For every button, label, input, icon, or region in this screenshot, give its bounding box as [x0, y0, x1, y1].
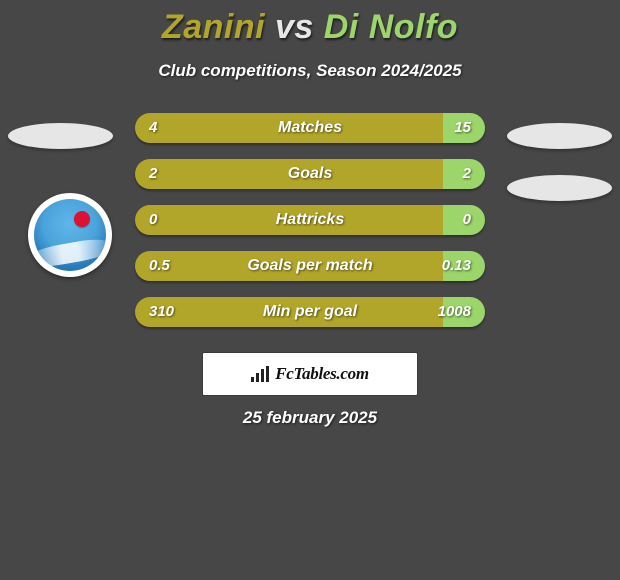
stat-value-left: 2: [149, 159, 157, 189]
player-right-oval-2: [507, 175, 612, 201]
stat-label: Matches: [135, 113, 485, 143]
stat-label: Min per goal: [135, 297, 485, 327]
stat-row: Goals per match0.5 0.13: [135, 251, 485, 281]
stat-value-right: 1008: [438, 297, 471, 327]
stat-row: Matches4 15: [135, 113, 485, 143]
attribution-badge: FcTables.com: [202, 352, 418, 396]
stat-row: Goals2 2: [135, 159, 485, 189]
stat-value-left: 4: [149, 113, 157, 143]
stat-label: Goals per match: [135, 251, 485, 281]
snapshot-date: 25 february 2025: [0, 408, 620, 428]
stat-value-right: 0: [463, 205, 471, 235]
title-vs: vs: [265, 8, 324, 46]
club-badge-left: [28, 193, 112, 277]
stat-value-right: 15: [454, 113, 471, 143]
stat-value-left: 0.5: [149, 251, 170, 281]
player-right-oval: [507, 123, 612, 149]
page-title: Zanini vs Di Nolfo: [0, 0, 620, 47]
stat-value-left: 310: [149, 297, 174, 327]
player-left-oval: [8, 123, 113, 149]
stat-value-left: 0: [149, 205, 157, 235]
stat-bars: Matches4 15 Goals2 2 Hattricks0 0 Goals per ma…: [135, 113, 485, 343]
stat-label: Hattricks: [135, 205, 485, 235]
subtitle: Club competitions, Season 2024/2025: [0, 61, 620, 81]
attribution-text: FcTables.com: [275, 364, 369, 384]
stat-value-right: 0.13: [442, 251, 471, 281]
stat-value-right: 2: [463, 159, 471, 189]
stat-label: Goals: [135, 159, 485, 189]
stat-row: Hattricks0 0: [135, 205, 485, 235]
title-player-right: Di Nolfo: [324, 8, 458, 46]
title-player-left: Zanini: [162, 8, 265, 46]
chart-icon: [251, 366, 269, 382]
stat-row: Min per goal310 1008: [135, 297, 485, 327]
